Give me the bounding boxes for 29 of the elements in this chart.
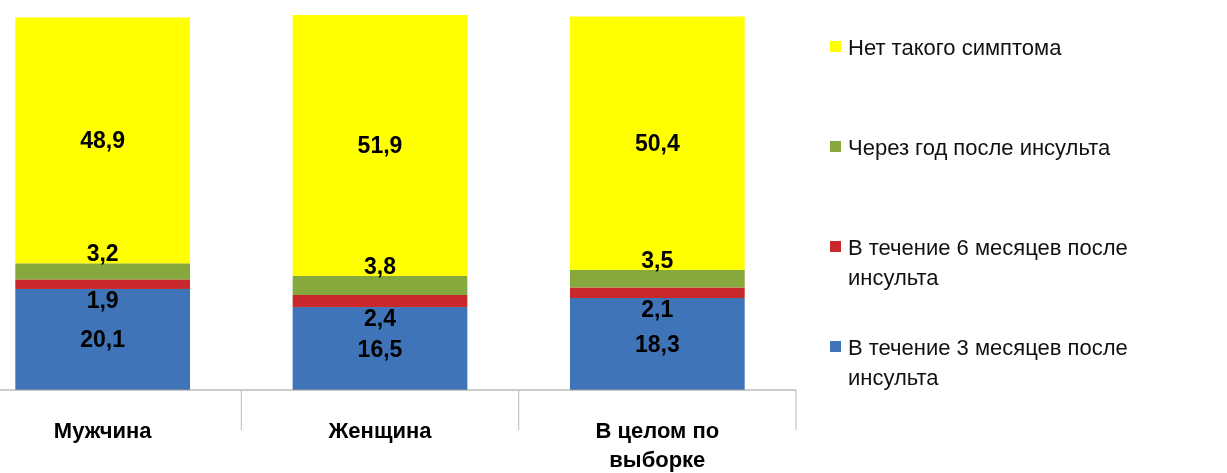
bar: [569, 287, 745, 299]
data-label: 16,5: [357, 335, 403, 362]
legend-label: В течение 3 месяцев после инсульта: [848, 334, 1128, 390]
bar: [569, 16, 745, 270]
bar: [292, 307, 468, 390]
data-label: 3,5: [641, 246, 674, 273]
data-label: 3,8: [364, 252, 397, 279]
data-label: 2,4: [364, 304, 397, 331]
bar: [292, 294, 468, 308]
x-tick-label: Женщина: [327, 418, 433, 443]
legend-label: В течение 6 месяцев после инсульта: [848, 234, 1128, 290]
legend-label: Нет такого симптома: [848, 34, 1063, 60]
data-label: 20,1: [80, 326, 126, 353]
data-label: 18,3: [634, 331, 680, 357]
data-label: 2,1: [641, 295, 674, 322]
bar: [15, 263, 191, 280]
bar: [292, 15, 468, 276]
data-label: 3,2: [86, 240, 119, 267]
data-label: 51,9: [357, 132, 403, 159]
data-label: 50,4: [634, 130, 680, 157]
x-tick-label: Мужчина: [53, 418, 153, 443]
x-tick-label: В целом по выборке: [595, 418, 720, 472]
bar: [15, 279, 191, 289]
legend-label: Через год после инсульта: [848, 134, 1112, 160]
bar: [569, 298, 745, 390]
bar: [15, 288, 191, 390]
bar: [15, 17, 191, 264]
data-label: 48,9: [80, 127, 126, 154]
data-label: 1,9: [86, 286, 119, 313]
